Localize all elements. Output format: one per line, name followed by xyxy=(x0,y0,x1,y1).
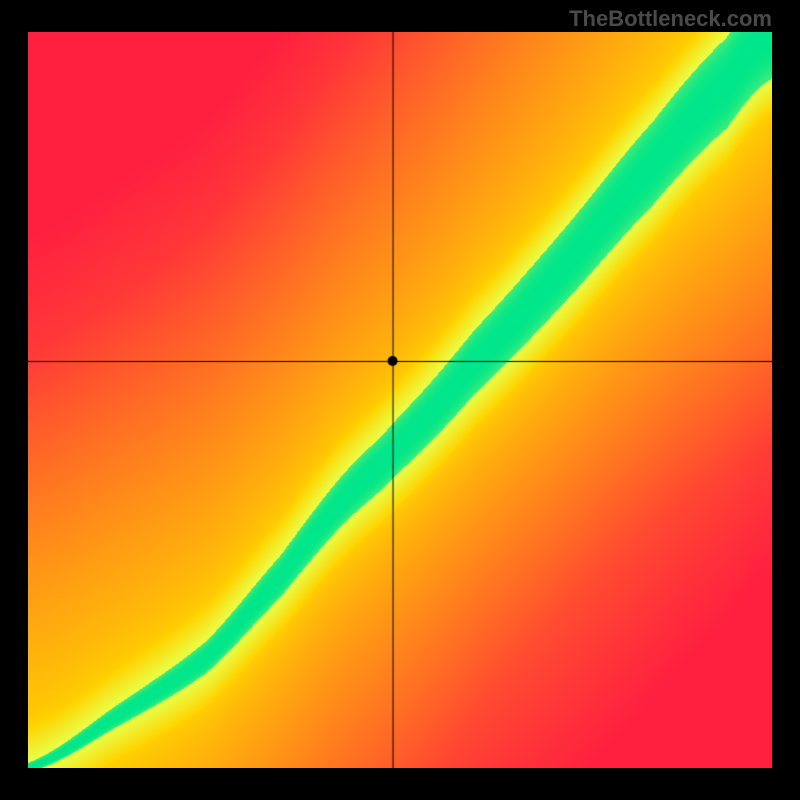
bottleneck-field-plot xyxy=(28,32,772,768)
watermark-text: TheBottleneck.com xyxy=(569,6,772,32)
